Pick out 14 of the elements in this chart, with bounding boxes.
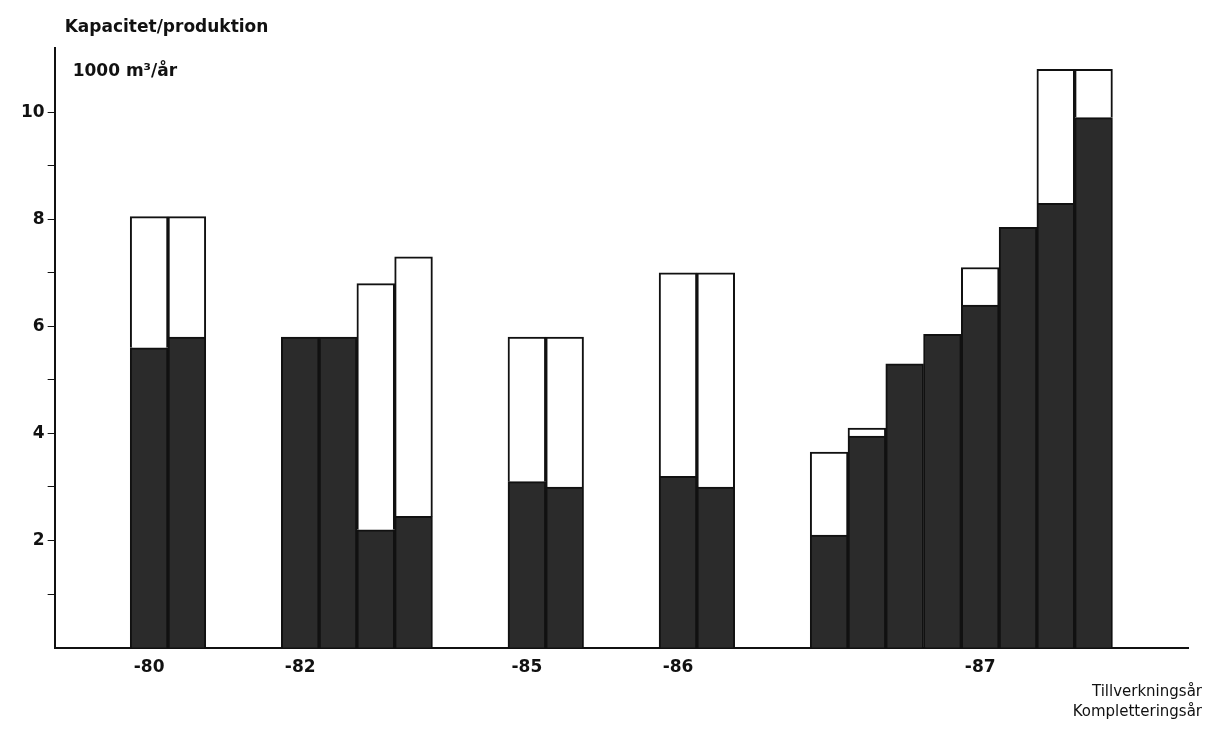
y-tick-label: 8 [32, 207, 45, 228]
text: Kompletteringsår [1072, 701, 1203, 720]
x-tick-label: -86 [662, 656, 694, 677]
x-tick-label: -82 [284, 656, 316, 677]
y-tick-label: 4 [32, 421, 45, 442]
x-tick-label: -80 [133, 656, 165, 677]
y-axis-title: Kapacitet/produktion [64, 16, 269, 36]
x-tick-label: -87 [964, 656, 996, 677]
y-tick-label: 10 [20, 100, 45, 121]
x-tick-label: -85 [511, 656, 543, 677]
y-tick-label: 6 [32, 314, 45, 335]
y-tick-label: 2 [32, 528, 45, 549]
x-axis-title: Tillverkningsår [1090, 681, 1203, 700]
annotation: 1000 m³/år [72, 59, 178, 80]
